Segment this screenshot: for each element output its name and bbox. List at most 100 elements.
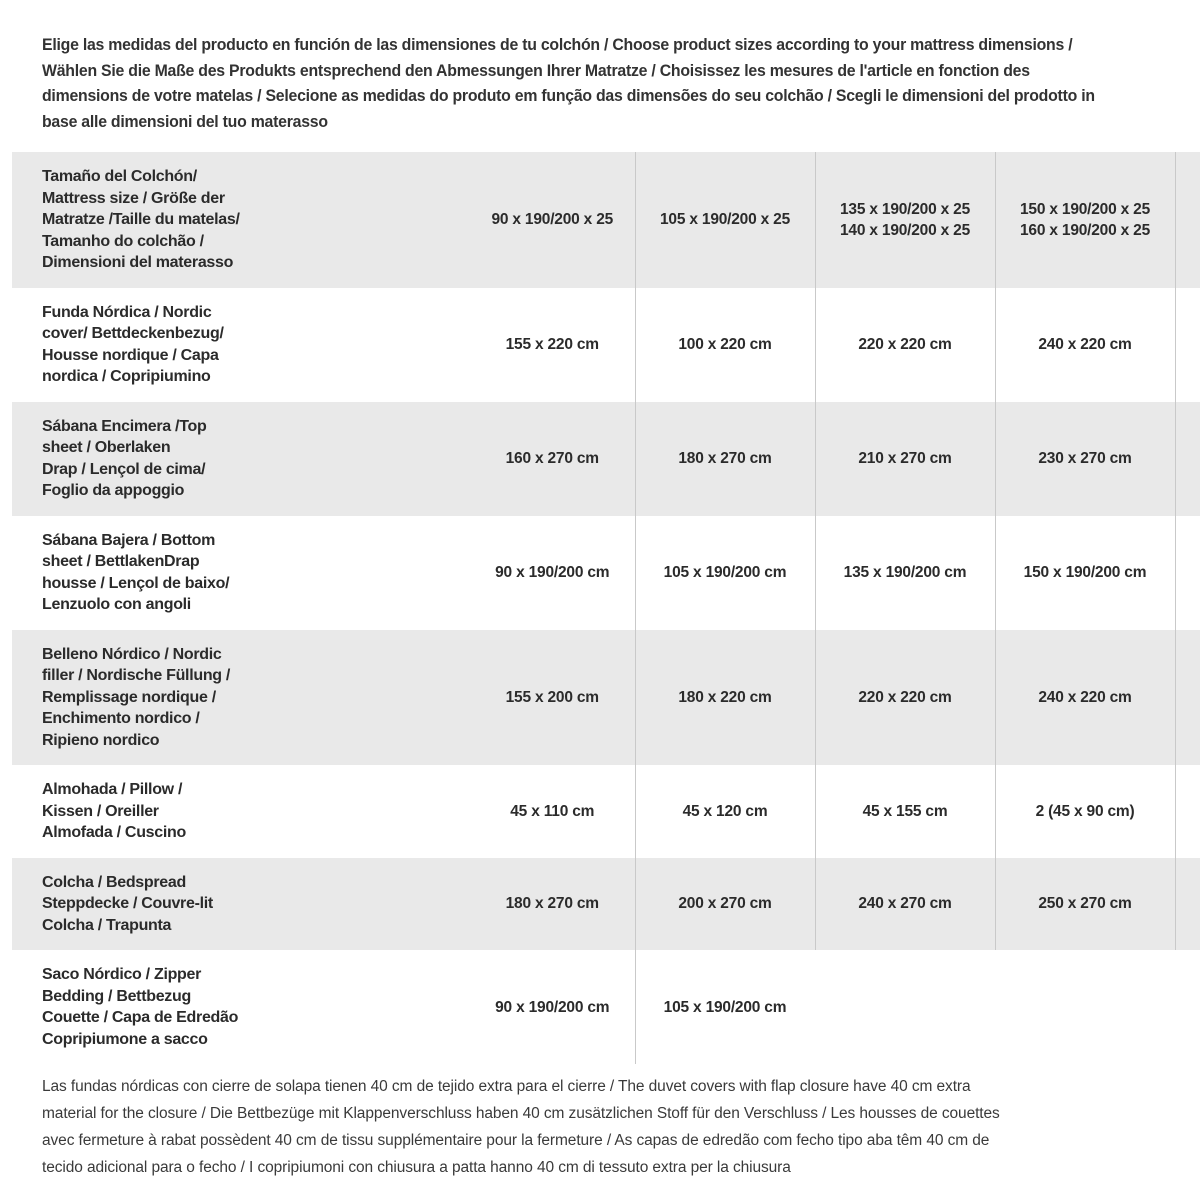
table-row: Funda Nórdica / Nordic cover/ Bettdeckenb…	[12, 287, 1200, 402]
cell-line: 180 x 190/200 x 25	[1178, 209, 1200, 230]
cell-line: 230 x 270 cm	[1038, 450, 1132, 467]
cell-line: 90 x 190/200 cm	[495, 998, 610, 1016]
label-line: Enchimento nordico /	[42, 710, 200, 727]
footnote-line: avec fermeture à rabat possèdent 40 cm d…	[42, 1132, 990, 1149]
label-line: Steppdecke / Couvre-lit	[42, 895, 213, 912]
table-cell-value: 210 x 270 cm	[814, 401, 995, 516]
cell-line: 105 x 190/200 cm	[663, 564, 787, 581]
cell-line: 45 x 110 cm	[510, 802, 595, 820]
table-row-label: Funda Nórdica / Nordic cover/ Bettdeckenb…	[12, 288, 470, 402]
cell-line: 260 x 270 cm	[1178, 448, 1200, 469]
table-cell-value: 150 x 190/200 x 25 160 x 190/200 x 25	[994, 152, 1175, 288]
label-line: Saco Nórdico / Zipper	[42, 966, 202, 983]
label-line: Matratze /Taille du matelas/	[42, 211, 240, 228]
table-cell-value: 105 x 190/200 cm	[634, 515, 815, 630]
cell-line: 90 x 190/200 x 25	[491, 211, 614, 229]
label-line: Remplissage nordique /	[42, 688, 216, 706]
label-line: Sábana Encimera /Top	[42, 417, 207, 435]
table-row: Sábana Encimera /Top sheet / Oberlaken Dra…	[12, 401, 1200, 516]
table-cell-value: 155 x 200 cm	[470, 630, 635, 766]
cell-line: 180 x 190/200 cm	[1178, 562, 1200, 583]
label-line: Ripieno nordico	[42, 731, 160, 749]
label-line: Lenzuolo con angoli	[42, 596, 191, 613]
label-line: Sábana Bajera / Bottom	[42, 531, 216, 549]
label-line: housse / Lençol de baixo/	[42, 574, 230, 592]
table-header-label: Tamaño del Colchón/Mattress size / Größe…	[12, 152, 470, 288]
label-line: Belleno Nórdico / Nordic	[42, 645, 222, 663]
label-line: Bedding / Bettbezug	[42, 987, 191, 1005]
table-cell-value: 135 x 190/200 cm	[814, 515, 995, 630]
cell-line: 2 (45 x 90 cm)	[1035, 802, 1135, 820]
table-cell-value: 2 (45 x 90 cm)	[994, 765, 1175, 858]
table-cell-value: 220 x 220 cm	[814, 287, 995, 402]
cell-line: 155 x 200 cm	[505, 688, 599, 706]
cell-line: 240 x 220 cm	[1038, 688, 1132, 706]
label-line: Housse nordique / Capa	[42, 346, 219, 364]
label-line: Drap / Lençol de cima/	[42, 460, 206, 478]
table-cell-value: 90 x 190/200 cm	[470, 516, 635, 630]
table-row: Saco Nórdico / Zipper Bedding / Bettbezug…	[12, 950, 1200, 1064]
table-row-label: Sábana Encimera /Top sheet / Oberlaken Dra…	[12, 402, 470, 516]
label-line: Almofada / Cuscino	[42, 824, 186, 841]
cell-line: 105 x 190/200 cm	[663, 998, 787, 1016]
table-cell-value: 135 x 190/200 x 25 140 x 190/200 x 25	[814, 152, 995, 288]
label-line: Colcha / Bedspread	[42, 873, 186, 891]
table-cell-value: 260 x 220 cm	[1174, 629, 1200, 765]
cell-line: 150 x 190/200 cm	[1023, 564, 1147, 581]
table-header-row: Tamaño del Colchón/Mattress size / Größe…	[12, 152, 1200, 288]
label-line: sheet / Oberlaken	[42, 439, 171, 456]
cell-line: 150 x 190/200 x 25	[1020, 200, 1150, 218]
cell-line: 270 x 270 cm	[1178, 893, 1200, 914]
cell-line: 250 x 270 cm	[1038, 895, 1132, 913]
table-cell-value: 180 x 270 cm	[634, 401, 815, 516]
cell-line: 240 x 220 cm	[1038, 336, 1132, 353]
table-cell-value: 180 x 190/200 x 25	[1174, 152, 1200, 288]
cell-line: 180 x 270 cm	[678, 450, 772, 467]
table-cell-value: 200 x 270 cm	[634, 857, 815, 950]
table-cell-value: 45 x 110 cm	[470, 765, 635, 858]
cell-line: 45 x 155 cm	[862, 802, 948, 820]
cell-line: 140 x 190/200 x 25	[840, 221, 970, 239]
table-cell-value: 2 (45 x 110 cm)	[1174, 765, 1200, 858]
table-cell-value: 240 x 270 cm	[814, 857, 995, 950]
table-cell-value: 105 x 190/200 x 25	[634, 152, 815, 288]
label-line: Couette / Capa de Edredão	[42, 1009, 239, 1026]
size-guide-table: Tamaño del Colchón/Mattress size / Größe…	[12, 152, 1200, 1064]
cell-line: 210 x 270 cm	[858, 450, 952, 467]
table-cell-value: 45 x 155 cm	[814, 765, 995, 858]
label-line: Tamanho do colchão /	[42, 232, 204, 250]
intro-paragraph: Elige las medidas del producto en funció…	[42, 36, 1095, 131]
table-row: Colcha / Bedspread Steppdecke / Couvre-li…	[12, 857, 1200, 950]
label-line: Almohada / Pillow /	[42, 781, 183, 798]
label-line: nordica / Copripiumino	[42, 368, 211, 385]
label-line: Dimensioni del materasso	[42, 254, 234, 271]
cell-line: 155 x 220 cm	[505, 336, 599, 353]
cell-line: 200 x 270 cm	[678, 895, 772, 913]
footnote-paragraph: Las fundas nórdicas con cierre de solapa…	[42, 1073, 1162, 1181]
cell-line: 100 x 220 cm	[678, 336, 772, 353]
table-cell-value: 150 x 190/200 cm	[994, 515, 1175, 630]
cell-line: 160 x 190/200 x 25	[1020, 221, 1150, 239]
cell-line: 2 (45 x 110 cm)	[1178, 801, 1200, 822]
table-cell-value: 250 x 270 cm	[994, 857, 1175, 950]
table-cell-value: 155 x 220 cm	[470, 288, 635, 402]
table-cell-value: 90 x 190/200 cm	[470, 950, 635, 1064]
cell-line: 135 x 190/200 x 25	[840, 200, 970, 218]
table-row-label: Sábana Bajera / Bottom sheet / BettlakenD…	[12, 516, 470, 630]
table-cell-value: 260 x 220 cm	[1174, 287, 1200, 402]
cell-line: 220 x 220 cm	[858, 336, 952, 353]
label-line: Funda Nórdica / Nordic	[42, 303, 212, 321]
label-line: Foglio da appoggio	[42, 482, 185, 499]
table-cell-value: 45 x 120 cm	[634, 765, 815, 858]
table-cell-value: 180 x 190/200 cm	[1174, 515, 1200, 630]
table-cell-value: 100 x 220 cm	[634, 287, 815, 402]
footnote-line: tecido adicional para o fecho / I coprip…	[42, 1159, 791, 1176]
label-line: cover/ Bettdeckenbezug/	[42, 325, 224, 342]
table-row-label: Saco Nórdico / Zipper Bedding / Bettbezug…	[12, 950, 470, 1064]
table-cell-empty	[815, 950, 995, 1064]
table-cell-value: 260 x 270 cm	[1174, 401, 1200, 516]
cell-line: 135 x 190/200 cm	[843, 564, 967, 581]
table-cell-empty	[995, 950, 1175, 1064]
cell-line: 160 x 270 cm	[505, 450, 599, 467]
